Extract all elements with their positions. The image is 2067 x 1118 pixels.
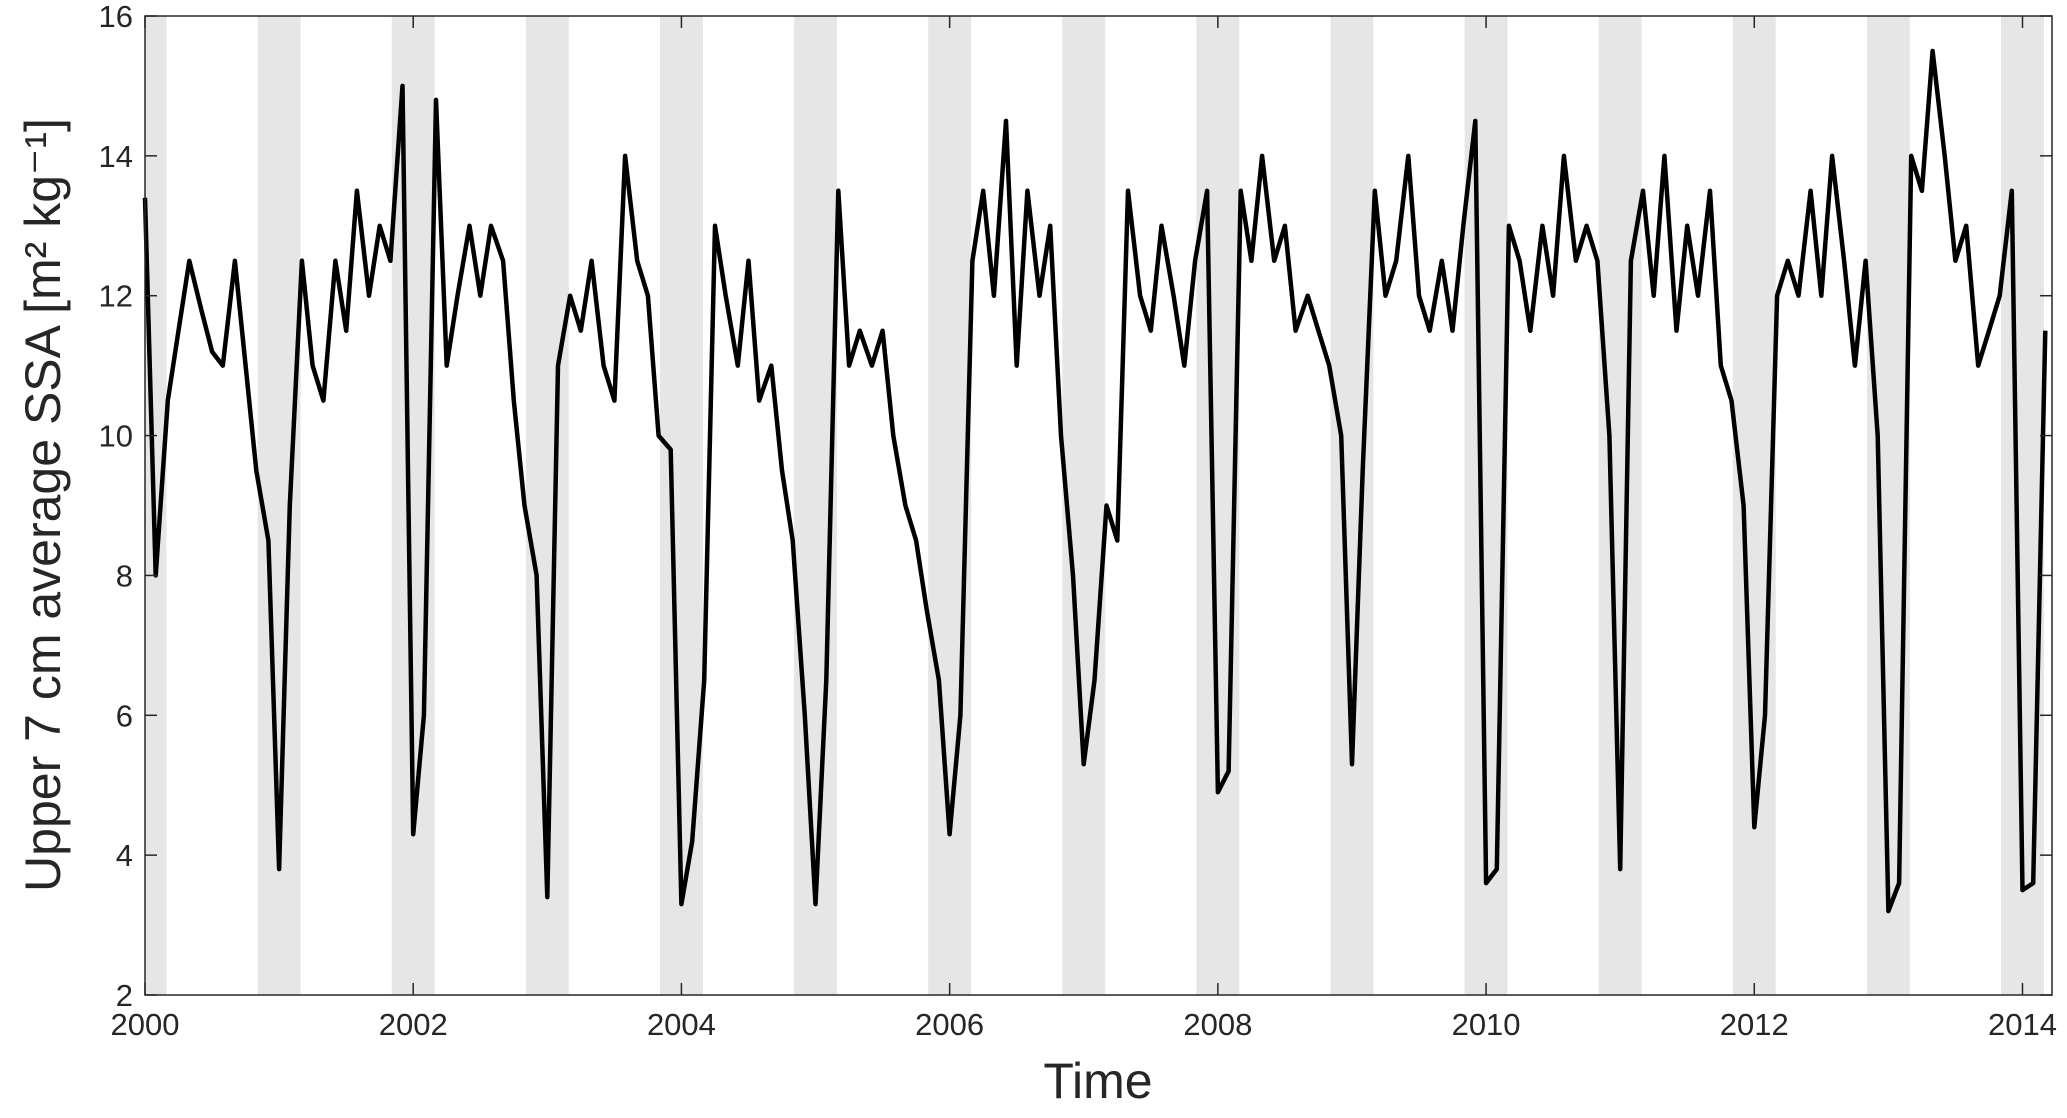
data-lines [142,48,2048,914]
x-tick-label: 2000 [111,1007,180,1042]
x-tick-label: 2014 [1988,1007,2057,1042]
y-tick-label: 12 [99,279,133,314]
y-tick-label: 16 [99,0,133,34]
y-tick-label: 2 [116,978,133,1013]
series-line [142,48,2048,914]
shaded-period [1330,16,1374,995]
y-tick-label: 8 [116,558,133,593]
x-tick-label: 2002 [379,1007,448,1042]
x-axis-label: Time [1043,1053,1152,1109]
x-tick-label: 2010 [1452,1007,1521,1042]
shaded-period [1732,16,1776,995]
axes: 2 4 6 8 10 12 14 16 2000 2002 2004 2006 2008 2010 2012… [99,0,2057,1042]
shaded-period [1062,16,1106,995]
x-tick-label: 2006 [915,1007,984,1042]
x-tick-label: 2004 [647,1007,716,1042]
y-tick-label: 14 [99,139,133,174]
y-tick-label: 10 [99,419,133,454]
y-tick-label: 4 [116,838,133,873]
y-axis-label: Upper 7 cm average SSA [m² kg⁻¹] [15,118,71,892]
plot-frame [144,15,2053,996]
y-tick-label: 6 [116,698,133,733]
x-tick-label: 2012 [1720,1007,1789,1042]
x-tick-label: 2008 [1183,1007,1252,1042]
